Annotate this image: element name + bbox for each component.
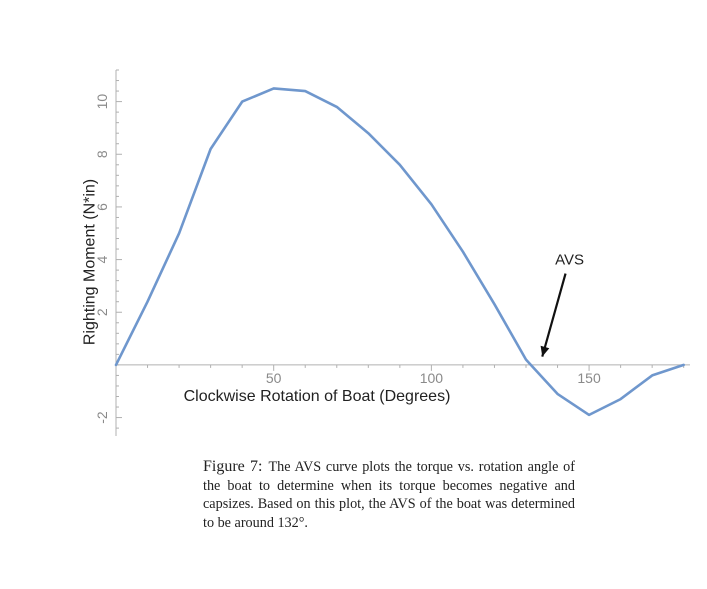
figure-caption: Figure 7: The AVS curve plots the torque … xyxy=(203,458,575,532)
x-tick-label: 50 xyxy=(266,370,282,386)
avs-arrow-shaft xyxy=(542,274,565,357)
caption-label: Figure 7: xyxy=(203,458,262,475)
y-tick-label: -2 xyxy=(94,411,110,424)
y-tick-label: 8 xyxy=(94,150,110,158)
x-tick-label: 100 xyxy=(420,370,444,386)
avs-annotation-label: AVS xyxy=(555,252,584,269)
x-tick-label: 150 xyxy=(577,370,601,386)
y-axis-title: Righting Moment (N*in) xyxy=(82,179,99,345)
x-axis-title: Clockwise Rotation of Boat (Degrees) xyxy=(184,388,451,405)
y-tick-label: 10 xyxy=(94,94,110,110)
chart-area: 50 100 150 -2 2 4 6 8 10 Clockwise Rotation of Bo… xyxy=(0,0,707,460)
chart: 50 100 150 -2 2 4 6 8 10 Clockwise Rotation of Bo… xyxy=(0,0,707,460)
